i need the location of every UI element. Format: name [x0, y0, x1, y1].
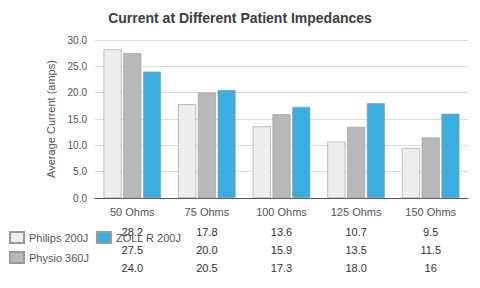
svg-text:13.6: 13.6: [271, 226, 292, 238]
svg-text:ZOLL R 200J: ZOLL R 200J: [116, 232, 181, 244]
svg-text:10.0: 10.0: [68, 140, 88, 151]
svg-text:125 Ohms: 125 Ohms: [331, 206, 382, 218]
svg-text:20.0: 20.0: [68, 87, 88, 98]
svg-text:24.0: 24.0: [122, 262, 143, 274]
svg-text:15.9: 15.9: [271, 244, 292, 256]
svg-text:100 Ohms: 100 Ohms: [256, 206, 307, 218]
svg-text:20.0: 20.0: [196, 244, 217, 256]
svg-text:17.3: 17.3: [271, 262, 292, 274]
svg-text:30.0: 30.0: [68, 35, 88, 46]
svg-text:75 Ohms: 75 Ohms: [185, 206, 230, 218]
svg-text:Current at Different Patient I: Current at Different Patient Impedances: [108, 10, 372, 26]
svg-text:50 Ohms: 50 Ohms: [110, 206, 155, 218]
svg-text:15.0: 15.0: [68, 114, 88, 125]
svg-text:18.0: 18.0: [345, 262, 366, 274]
svg-text:27.5: 27.5: [122, 244, 143, 256]
svg-text:Average Current (amps): Average Current (amps): [45, 60, 57, 178]
svg-text:13.5: 13.5: [345, 244, 366, 256]
svg-text:150 Ohms: 150 Ohms: [405, 206, 456, 218]
svg-text:Philips 200J: Philips 200J: [29, 232, 88, 244]
svg-text:16: 16: [425, 262, 437, 274]
svg-text:11.5: 11.5: [420, 244, 441, 256]
svg-text:17.8: 17.8: [196, 226, 217, 238]
svg-text:0.0: 0.0: [73, 193, 87, 204]
svg-text:20.5: 20.5: [196, 262, 217, 274]
svg-text:10.7: 10.7: [345, 226, 366, 238]
svg-text:Physio 360J: Physio 360J: [29, 252, 89, 264]
svg-text:5.0: 5.0: [73, 166, 87, 177]
svg-text:9.5: 9.5: [423, 226, 438, 238]
svg-text:25.0: 25.0: [68, 61, 88, 72]
